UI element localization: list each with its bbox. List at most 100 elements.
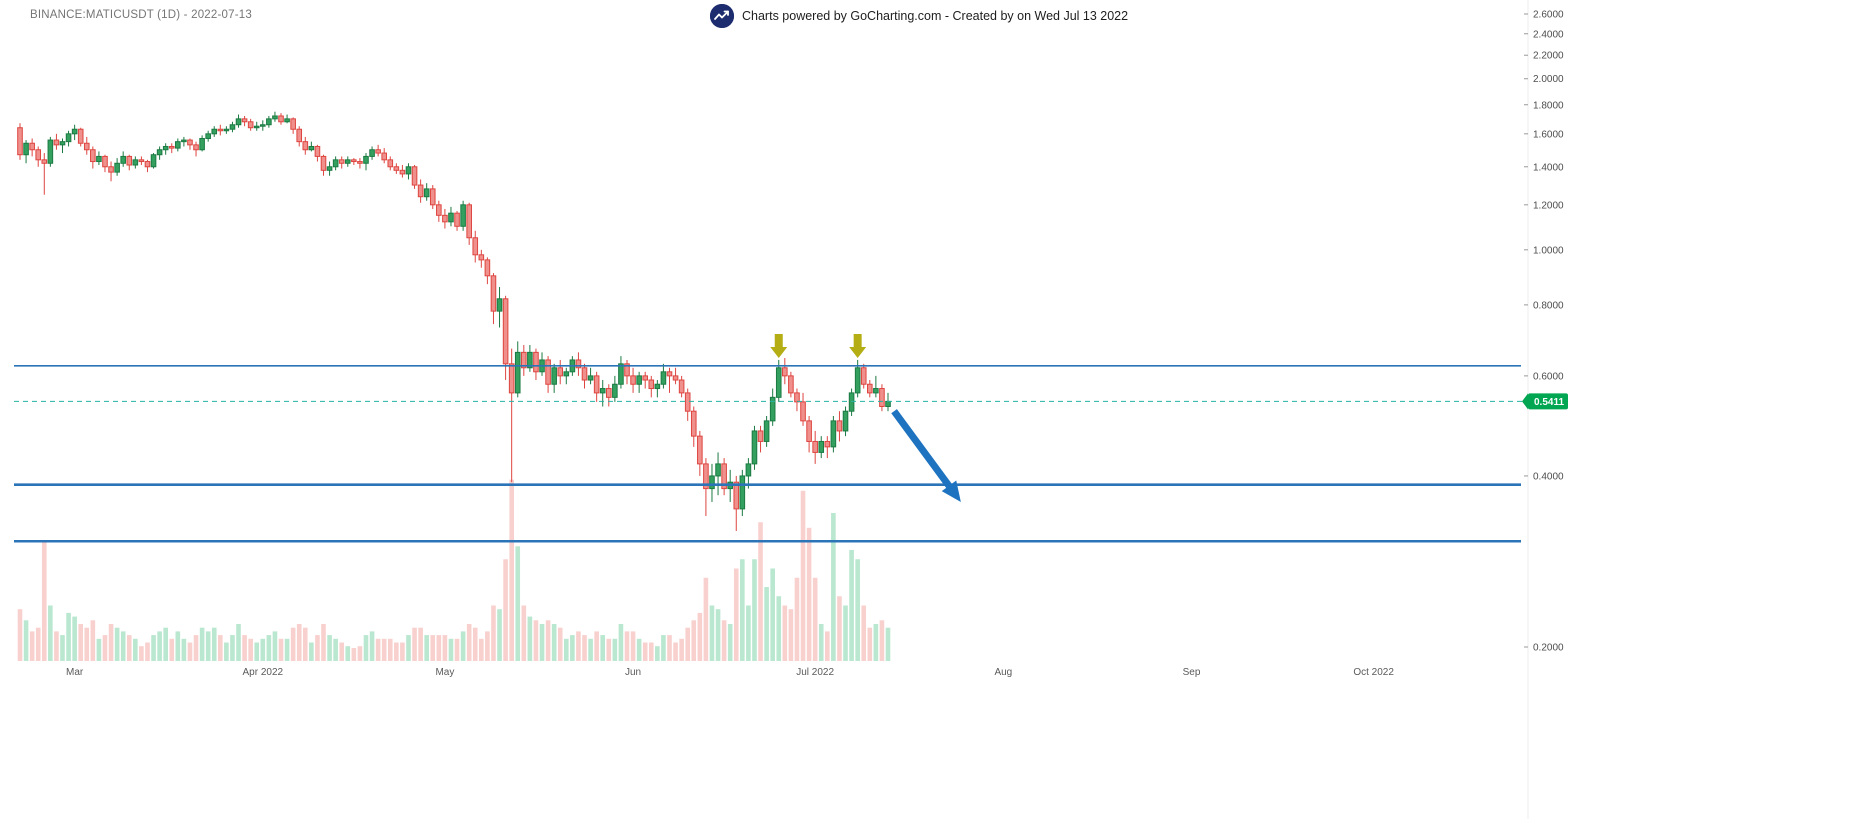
candle-body (472, 237, 479, 256)
candle-body (71, 128, 78, 135)
volume-bar (806, 527, 812, 661)
candle-body (314, 145, 321, 157)
volume-bar (740, 559, 745, 661)
candle-body (824, 440, 831, 448)
volume-bar (673, 642, 678, 661)
candle-body (460, 204, 466, 227)
time-tick-label: Sep (1183, 667, 1201, 678)
candle-body (405, 166, 412, 175)
volume-bar (290, 627, 296, 661)
volume-bar (873, 624, 879, 661)
last-price-badge-label: 0.5411 (1534, 397, 1564, 408)
volume-bar (576, 631, 581, 661)
volume-bar (655, 646, 660, 661)
volume-bar (400, 642, 405, 661)
volume-bar (48, 605, 53, 661)
price-tick-label: 0.4000 (1533, 471, 1564, 482)
candle-body (521, 351, 527, 369)
candle-body (873, 388, 879, 394)
candle-body (187, 139, 193, 146)
candle-body (666, 371, 673, 377)
candle-body (108, 166, 114, 173)
down-arrow-icon[interactable] (770, 334, 788, 359)
trend-arrow-head[interactable] (941, 480, 961, 502)
volume-bar (375, 638, 381, 661)
volume-bar (120, 631, 126, 661)
price-tick-label: 0.6000 (1533, 371, 1564, 382)
candle-body (496, 298, 503, 312)
candle-body (132, 159, 139, 166)
candle-body (381, 152, 387, 161)
volume-bar (17, 609, 23, 661)
volume-bar (345, 646, 351, 661)
candle-body (138, 159, 145, 163)
volume-bar (703, 577, 709, 661)
candle-body (156, 149, 163, 156)
volume-bar (242, 635, 247, 661)
price-tick-label: 1.0000 (1533, 245, 1564, 256)
candle-body (618, 363, 624, 385)
volume-bar (448, 638, 454, 661)
candle-body (624, 363, 630, 377)
candle-body (581, 367, 588, 381)
volume-bar (630, 631, 636, 661)
candle-body (830, 420, 837, 448)
volume-bar (230, 635, 235, 661)
candle-body (162, 145, 169, 151)
candle-body (636, 375, 642, 385)
volume-bar (321, 624, 326, 661)
volume-bar (133, 638, 138, 661)
candle-body (41, 159, 48, 164)
volume-bar (831, 513, 836, 661)
volume-bar (721, 620, 727, 661)
volume-bar (782, 605, 788, 661)
candle-body (782, 367, 788, 377)
volume-bar (90, 620, 96, 661)
candle-body (247, 121, 254, 129)
candle-body (175, 141, 181, 149)
candle-body (769, 396, 776, 422)
volume-bar (667, 635, 672, 661)
candle-body (17, 127, 23, 156)
volume-bar (788, 609, 794, 661)
volume-bar (515, 546, 521, 661)
candle-body (551, 367, 557, 385)
candle-body (296, 128, 303, 143)
time-tick-label: May (435, 667, 454, 678)
candle-body (514, 351, 521, 394)
candle-body (35, 149, 42, 161)
candle-body (429, 188, 436, 206)
down-arrow-icon[interactable] (849, 334, 867, 359)
candle-body (90, 149, 96, 163)
volume-bar (23, 620, 29, 661)
volume-bar (102, 635, 108, 661)
price-tick-label: 2.2000 (1533, 51, 1564, 62)
candle-body (375, 149, 381, 154)
volume-bar (151, 635, 156, 661)
candle-body (508, 363, 515, 394)
candle-body (684, 392, 691, 412)
volume-bar (539, 624, 545, 661)
candle-body (690, 410, 697, 437)
candle-body (842, 410, 849, 432)
candle-body (332, 159, 339, 168)
candle-body (605, 388, 612, 398)
volume-bar (181, 638, 187, 661)
candle-body (848, 392, 855, 412)
volume-bar (776, 596, 782, 661)
candle-body (672, 375, 679, 381)
volume-bar (685, 627, 690, 661)
volume-bar (175, 631, 181, 661)
candle-body (211, 128, 218, 135)
volume-bar (727, 624, 733, 661)
volume-bar (636, 638, 642, 661)
trend-arrow-shaft[interactable] (891, 409, 957, 495)
volume-bar (648, 642, 654, 661)
volume-bar (357, 646, 363, 661)
volume-bar (879, 620, 885, 661)
volume-bar (430, 635, 436, 661)
candle-body (599, 388, 606, 394)
candle-body (836, 420, 843, 432)
